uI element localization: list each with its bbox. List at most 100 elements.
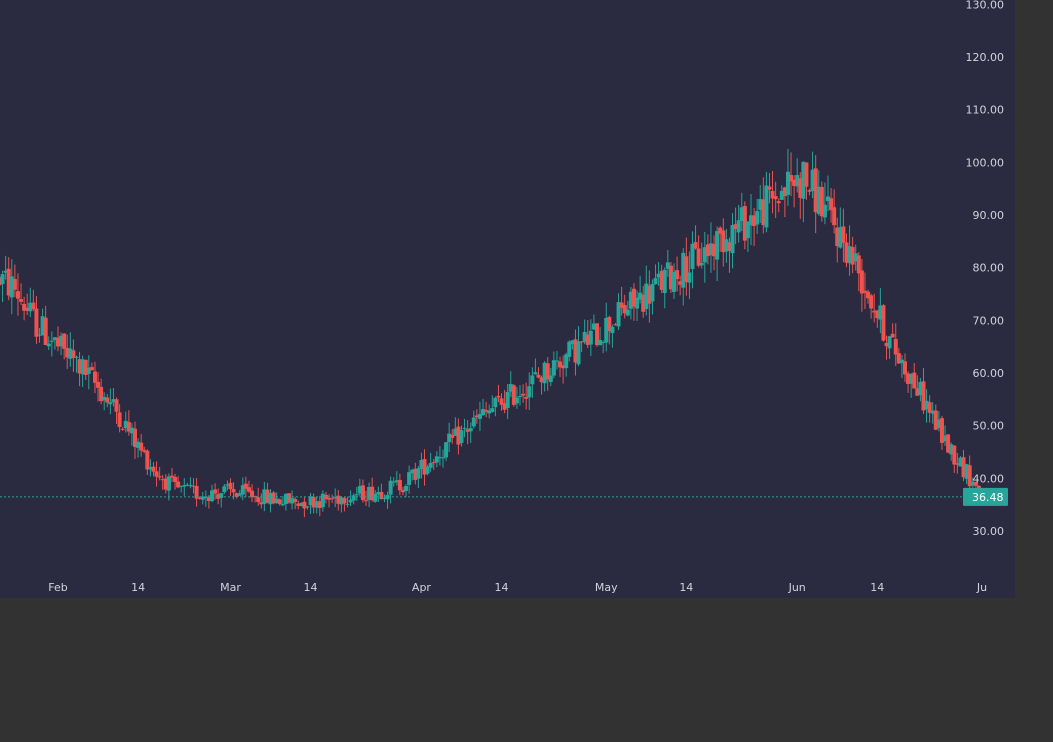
- candle: [933, 404, 938, 431]
- candle-body: [169, 475, 174, 478]
- candlestick-chart[interactable]: 30.00 40.00 50.00 60.00 70.00 80.00 90.00 100.0…: [0, 0, 1015, 598]
- candle-body: [810, 169, 815, 191]
- candle: [89, 362, 94, 371]
- candle: [400, 486, 405, 496]
- candle: [739, 192, 744, 232]
- candle: [499, 393, 504, 411]
- candle-body: [357, 486, 362, 494]
- candle-body: [397, 479, 402, 491]
- candle-body: [601, 342, 606, 344]
- candle-body: [582, 332, 587, 342]
- price-axis[interactable]: 30.00 40.00 50.00 60.00 70.00 80.00 90.00 100.0…: [966, 0, 1005, 538]
- candle-body: [638, 292, 643, 300]
- candle: [668, 262, 673, 293]
- candle-body: [819, 187, 824, 217]
- candle: [373, 490, 378, 503]
- candle: [644, 265, 649, 316]
- candle-body: [545, 363, 550, 380]
- candle: [25, 293, 30, 316]
- candle-body: [524, 397, 529, 399]
- candle: [6, 257, 11, 301]
- last-price-label: 36.48: [972, 491, 1004, 504]
- candle: [348, 490, 353, 507]
- candle-body: [564, 354, 569, 369]
- candle-body: [721, 230, 726, 253]
- candle-body: [219, 493, 224, 498]
- candle: [736, 204, 741, 243]
- candle: [243, 476, 248, 497]
- candle-body: [428, 462, 433, 468]
- candle-body: [283, 493, 288, 505]
- candle: [43, 305, 48, 346]
- candle-body: [290, 498, 295, 504]
- candle: [641, 285, 646, 318]
- candle: [915, 375, 920, 396]
- candle: [268, 489, 273, 513]
- candle: [200, 491, 205, 505]
- candle-body: [302, 501, 307, 509]
- candle-body: [234, 493, 239, 497]
- candle: [721, 218, 726, 267]
- candle: [672, 263, 676, 299]
- candle-body: [92, 371, 97, 383]
- candle: [382, 494, 387, 503]
- candle-body: [105, 397, 110, 403]
- candle-body: [145, 450, 150, 470]
- x-tick-label: Feb: [48, 581, 67, 594]
- candle: [419, 452, 424, 479]
- candle-body: [866, 291, 871, 299]
- candle: [462, 418, 467, 438]
- x-tick-label: 14: [870, 581, 884, 594]
- candle: [394, 471, 399, 486]
- candle-body: [360, 485, 365, 501]
- candle-body: [142, 449, 147, 452]
- candle-body: [813, 168, 818, 213]
- candle: [465, 420, 470, 445]
- candle: [0, 270, 5, 302]
- candle: [742, 201, 747, 250]
- candle-body: [859, 270, 864, 294]
- candle: [893, 323, 898, 367]
- candle-body: [351, 495, 356, 501]
- chart-panel[interactable]: 30.00 40.00 50.00 60.00 70.00 80.00 90.00 100.0…: [0, 0, 1015, 598]
- candle: [216, 488, 221, 505]
- candle: [585, 320, 590, 349]
- candle: [416, 465, 421, 488]
- candle: [163, 474, 168, 494]
- candle: [74, 355, 79, 373]
- candle-body: [348, 499, 353, 503]
- candle-body: [65, 347, 70, 358]
- candle: [0, 277, 2, 286]
- candle: [761, 177, 766, 234]
- last-price-badge: 36.48: [963, 487, 1008, 506]
- candle-body: [419, 459, 424, 470]
- candle-body: [742, 206, 747, 241]
- candle-body: [271, 492, 276, 504]
- candle-body: [502, 403, 507, 410]
- candle: [34, 296, 39, 344]
- candle-body: [431, 462, 436, 464]
- candle-body: [764, 185, 769, 228]
- candle: [524, 382, 529, 410]
- candle: [598, 327, 603, 346]
- candle-body: [826, 196, 830, 202]
- candle: [31, 289, 36, 312]
- candle-body: [909, 374, 914, 384]
- time-axis[interactable]: Feb 14 Mar 14 Apr 14 May 14 Jun 14 Ju: [48, 581, 987, 594]
- candle: [832, 189, 837, 234]
- candle-body: [216, 494, 221, 499]
- candle-body: [59, 335, 64, 347]
- candle: [287, 493, 291, 504]
- candle: [665, 249, 670, 277]
- candle-body: [394, 480, 399, 483]
- candle-body: [317, 501, 322, 508]
- candle-body: [210, 490, 214, 502]
- candle: [838, 207, 843, 249]
- candle: [12, 264, 17, 298]
- candle: [3, 255, 8, 280]
- candle-body: [647, 285, 652, 304]
- candle: [924, 389, 929, 423]
- candle-body: [191, 485, 196, 487]
- candle: [299, 502, 304, 507]
- candle: [949, 442, 954, 461]
